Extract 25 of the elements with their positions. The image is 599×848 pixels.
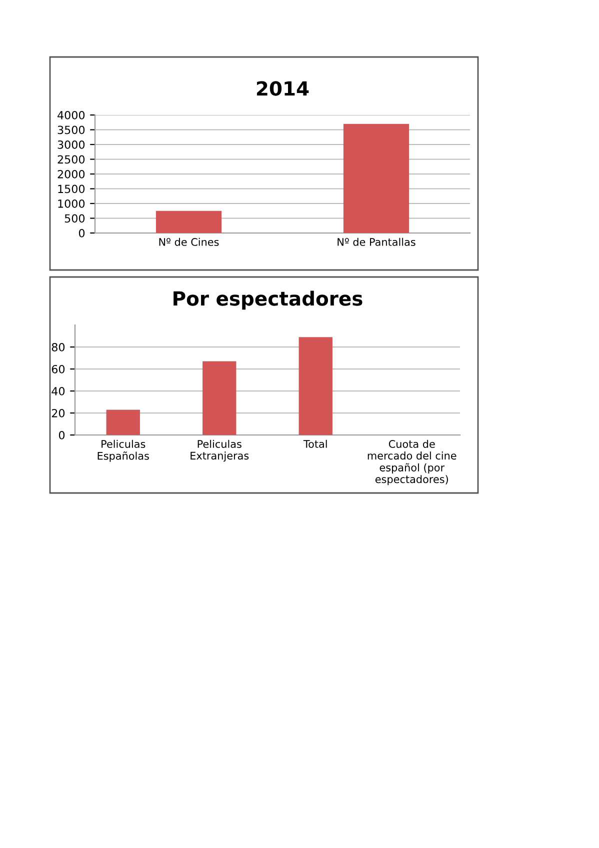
- y-tick-label: 40: [52, 386, 65, 396]
- y-tick-label: 4000: [58, 110, 85, 120]
- x-tick-label: Peliculas Españolas: [98, 440, 149, 462]
- chart-title: Por espectadores: [174, 290, 362, 310]
- y-tick-label: 1500: [58, 184, 85, 194]
- y-tick-label: 60: [52, 364, 65, 374]
- x-tick-label: Peliculas Extranjeras: [190, 440, 249, 462]
- chart-title: 2014: [256, 81, 309, 96]
- y-tick-label: 500: [64, 214, 85, 223]
- bar: [106, 410, 140, 435]
- y-tick-label: 0: [78, 228, 85, 238]
- y-tick-label: 0: [58, 430, 65, 440]
- x-tick-label: Nº de Pantallas: [338, 238, 416, 246]
- x-tick-label: Total: [303, 440, 327, 448]
- y-tick-label: 3000: [58, 140, 85, 149]
- x-tick-label: Nº de Cines: [159, 238, 219, 246]
- y-tick-label: 20: [52, 408, 65, 418]
- bar: [298, 337, 332, 435]
- y-tick-label: 80: [52, 342, 65, 352]
- y-tick-label: 2000: [58, 170, 85, 178]
- x-tick-label: Cuota de mercado del cine español (por espectadores): [368, 440, 456, 486]
- y-tick-label: 2500: [58, 155, 85, 164]
- bar: [202, 361, 236, 435]
- y-tick-label: 1000: [58, 199, 85, 208]
- y-tick-label: 3500: [58, 126, 85, 134]
